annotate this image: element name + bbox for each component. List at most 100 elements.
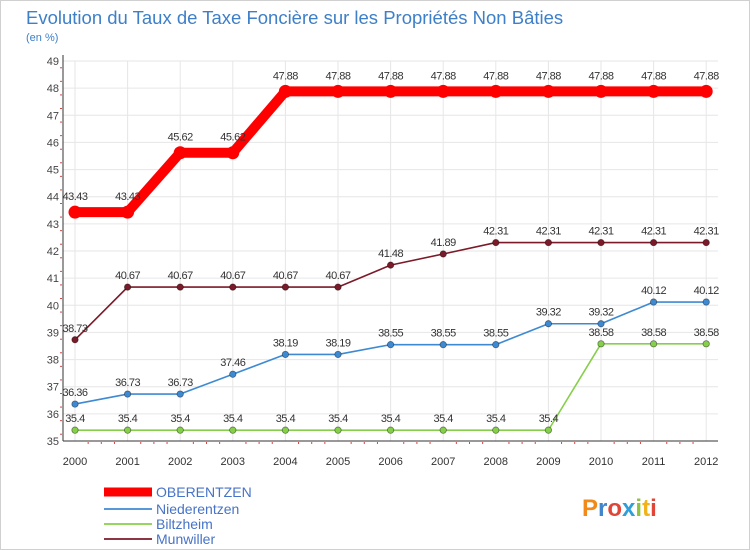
data-point (439, 341, 447, 349)
data-label: 47.88 (273, 70, 298, 82)
data-point (334, 350, 342, 359)
y-tick-label: 37 (47, 382, 59, 394)
data-label: 38.55 (378, 328, 403, 340)
data-point (436, 84, 450, 98)
x-tick-label: 2002 (168, 456, 192, 468)
data-label: 41.48 (378, 248, 403, 260)
y-tick-label: 49 (47, 56, 59, 68)
data-point (544, 238, 553, 247)
data-label: 43.43 (115, 191, 140, 203)
data-point (544, 320, 553, 328)
data-label: 36.73 (168, 377, 193, 389)
data-label: 47.88 (483, 70, 508, 82)
data-label: 35.4 (223, 413, 243, 425)
data-label: 35.4 (486, 413, 506, 425)
x-tick-label: 2011 (642, 456, 666, 468)
data-label: 38.55 (483, 328, 508, 340)
y-tick-label: 44 (47, 192, 59, 204)
x-tick-label: 2001 (115, 456, 139, 468)
data-label: 40.67 (220, 270, 245, 282)
legend-label: OBERENTZEN (156, 484, 252, 500)
chart-title: Evolution du Taux de Taxe Foncière sur l… (26, 7, 563, 28)
data-point (649, 298, 658, 306)
data-point (281, 283, 289, 291)
data-label: 36.36 (62, 387, 87, 399)
data-point (594, 84, 608, 98)
x-tick-label: 2000 (63, 456, 87, 468)
data-point (331, 84, 345, 98)
data-point (176, 390, 184, 398)
data-label: 45.62 (168, 132, 193, 144)
data-point (649, 238, 658, 247)
data-label: 38.19 (273, 337, 298, 349)
data-point (439, 426, 447, 434)
data-label: 42.31 (536, 226, 561, 238)
x-tick-label: 2008 (484, 456, 508, 468)
data-point (173, 146, 187, 160)
y-tick-label: 42 (47, 246, 59, 258)
data-point (492, 341, 500, 349)
data-point (229, 370, 237, 378)
data-label: 35.4 (276, 413, 296, 425)
data-label: 35.4 (118, 413, 138, 425)
data-point (71, 400, 79, 408)
data-point (124, 426, 132, 434)
data-point (597, 238, 605, 247)
data-label: 47.88 (641, 70, 666, 82)
proxiti-logo: Proxiti (582, 495, 657, 522)
data-label: 40.67 (273, 270, 298, 282)
legend-label: Biltzheim (156, 516, 213, 532)
chart-subtitle: (en %) (26, 32, 58, 44)
data-label: 38.73 (62, 323, 87, 335)
x-tick-label: 2007 (431, 456, 455, 468)
data-label: 47.88 (588, 70, 613, 82)
data-point (702, 298, 710, 306)
data-point (68, 205, 82, 219)
data-label: 42.31 (641, 226, 666, 238)
data-label: 35.4 (433, 413, 453, 425)
data-label: 37.46 (220, 357, 245, 369)
y-tick-label: 48 (47, 83, 59, 95)
svg-text:Proxiti: Proxiti (582, 495, 657, 522)
data-label: 47.88 (694, 70, 719, 82)
data-point (121, 205, 135, 219)
data-point (71, 426, 79, 434)
x-tick-label: 2003 (221, 456, 245, 468)
data-point (492, 426, 500, 434)
legend-label: Niederentzen (156, 501, 239, 517)
data-label: 35.4 (65, 413, 85, 425)
data-label: 47.88 (378, 70, 403, 82)
y-tick-label: 41 (47, 273, 59, 285)
data-point (334, 426, 342, 434)
y-tick-label: 40 (47, 300, 59, 312)
data-label: 47.88 (431, 70, 456, 82)
data-label: 45.62 (220, 132, 245, 144)
data-label: 43.43 (62, 191, 87, 203)
data-point (699, 84, 713, 98)
data-label: 42.31 (694, 226, 719, 238)
x-tick-label: 2010 (589, 456, 613, 468)
data-point (702, 340, 710, 348)
data-point (124, 283, 132, 291)
data-label: 39.32 (536, 307, 561, 319)
data-point (544, 426, 553, 434)
data-label: 40.67 (168, 270, 193, 282)
data-point (386, 341, 395, 349)
data-label: 42.31 (483, 226, 508, 238)
data-label: 41.89 (431, 237, 456, 249)
data-point (229, 426, 237, 434)
data-label: 35.4 (381, 413, 401, 425)
data-point (281, 350, 289, 359)
y-tick-label: 46 (47, 137, 59, 149)
data-point (124, 390, 132, 398)
data-point (176, 426, 184, 434)
data-label: 38.58 (588, 327, 613, 339)
data-point (702, 238, 710, 247)
data-label: 40.12 (694, 285, 719, 297)
y-tick-label: 38 (47, 355, 59, 367)
data-label: 42.31 (588, 226, 613, 238)
data-point (439, 250, 447, 258)
data-point (541, 84, 555, 98)
data-label: 35.4 (170, 413, 190, 425)
